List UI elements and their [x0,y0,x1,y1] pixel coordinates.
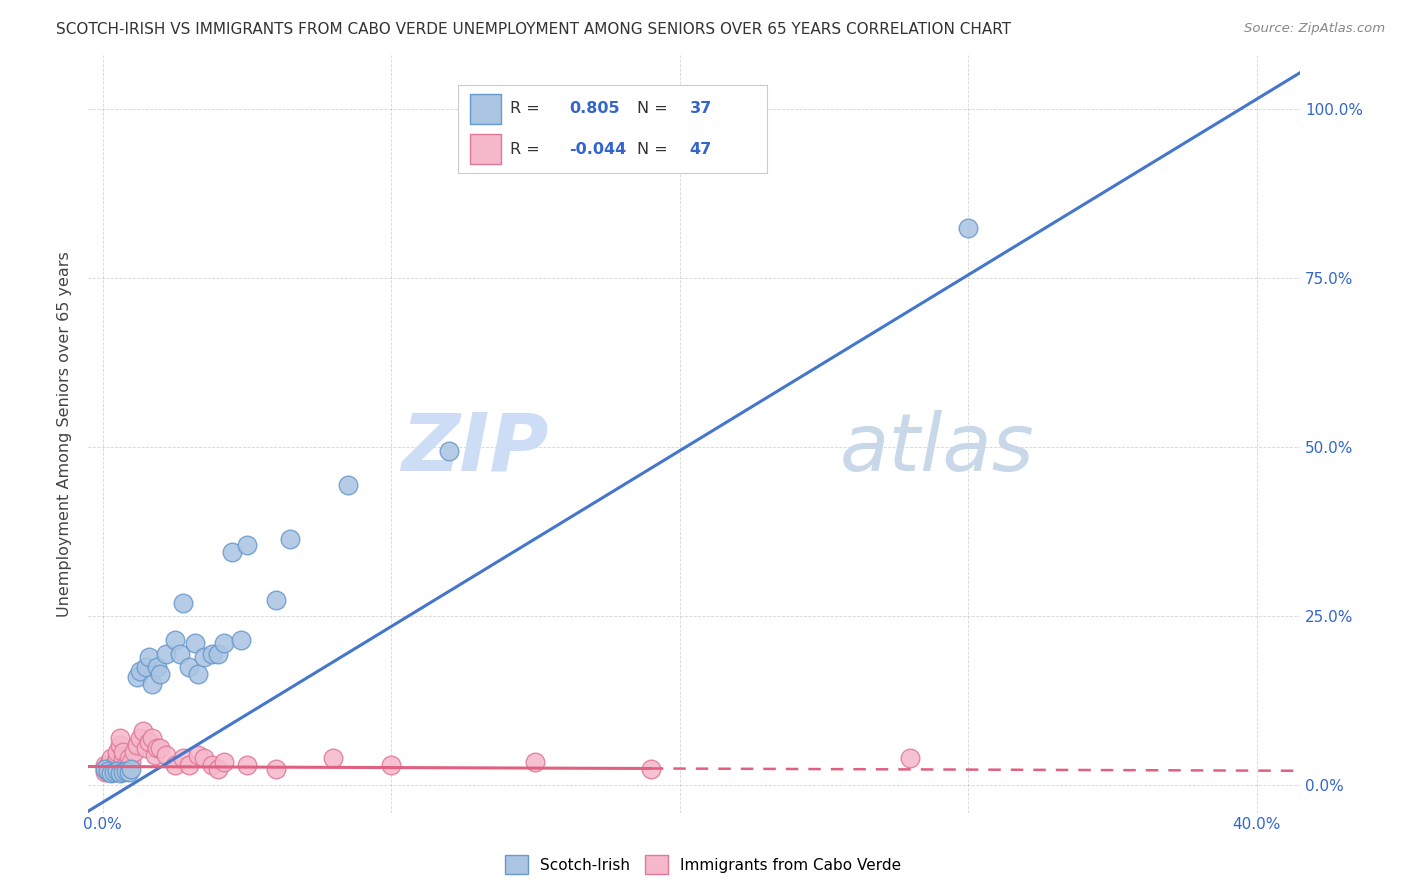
Point [278,532,301,546]
Point [108,738,131,752]
Point [207,647,229,661]
Point [114,758,136,772]
Point [117,751,139,765]
Point [135,660,157,674]
Point [120,762,142,776]
Point [437,443,460,458]
Point [108,766,131,780]
Legend: Scotch-Irish, Immigrants from Cabo Verde: Scotch-Irish, Immigrants from Cabo Verde [499,849,907,880]
Point [127,738,149,752]
Point [149,741,172,756]
Y-axis label: Unemployment Among Seniors over 65 years: Unemployment Among Seniors over 65 years [58,251,72,616]
Point [229,633,252,648]
Text: ZIP: ZIP [401,410,548,488]
Point [111,751,134,765]
Point [172,751,194,765]
Point [179,758,201,772]
Point [111,745,134,759]
Point [900,751,922,765]
Point [146,741,169,756]
Point [169,647,191,661]
Point [117,764,139,779]
Point [163,633,186,648]
Point [163,758,186,772]
Point [138,734,160,748]
Point [149,667,172,681]
Point [640,762,662,776]
Point [957,220,980,235]
Point [193,650,215,665]
Point [193,751,215,765]
Point [524,755,547,769]
Point [172,596,194,610]
Text: SCOTCH-IRISH VS IMMIGRANTS FROM CABO VERDE UNEMPLOYMENT AMONG SENIORS OVER 65 YE: SCOTCH-IRISH VS IMMIGRANTS FROM CABO VER… [56,22,1011,37]
Point [135,741,157,756]
Point [105,764,128,778]
Point [146,660,169,674]
Point [103,758,125,772]
Point [184,636,207,650]
Point [114,764,136,778]
Point [94,758,117,772]
Point [207,762,229,776]
Point [97,758,120,772]
Point [94,762,117,776]
Point [129,664,152,678]
Point [100,766,122,780]
Point [187,667,209,681]
Text: atlas: atlas [839,410,1035,488]
Text: Source: ZipAtlas.com: Source: ZipAtlas.com [1244,22,1385,36]
Point [97,764,120,778]
Point [336,477,359,491]
Point [212,755,235,769]
Point [264,592,287,607]
Point [201,647,224,661]
Point [94,762,117,776]
Point [108,731,131,746]
Point [236,538,259,552]
Point [380,758,402,772]
Point [124,745,146,759]
Point [236,758,259,772]
Point [212,636,235,650]
Point [155,647,177,661]
Point [97,764,120,779]
Point [97,762,120,776]
Point [120,755,142,769]
Point [127,670,149,684]
Point [105,745,128,759]
Point [103,764,125,779]
Point [103,762,125,776]
Point [94,764,117,779]
Point [141,731,163,746]
Point [141,677,163,691]
Point [138,650,160,665]
Point [155,747,177,762]
Point [129,731,152,746]
Point [187,747,209,762]
Point [111,764,134,779]
Point [640,102,662,116]
Point [201,758,224,772]
Point [264,762,287,776]
Point [221,545,243,559]
Point [103,764,125,779]
Point [322,751,344,765]
Point [143,747,166,762]
Point [179,660,201,674]
Point [100,751,122,765]
Point [132,724,155,739]
Point [100,762,122,776]
Point [105,762,128,776]
Point [105,751,128,765]
